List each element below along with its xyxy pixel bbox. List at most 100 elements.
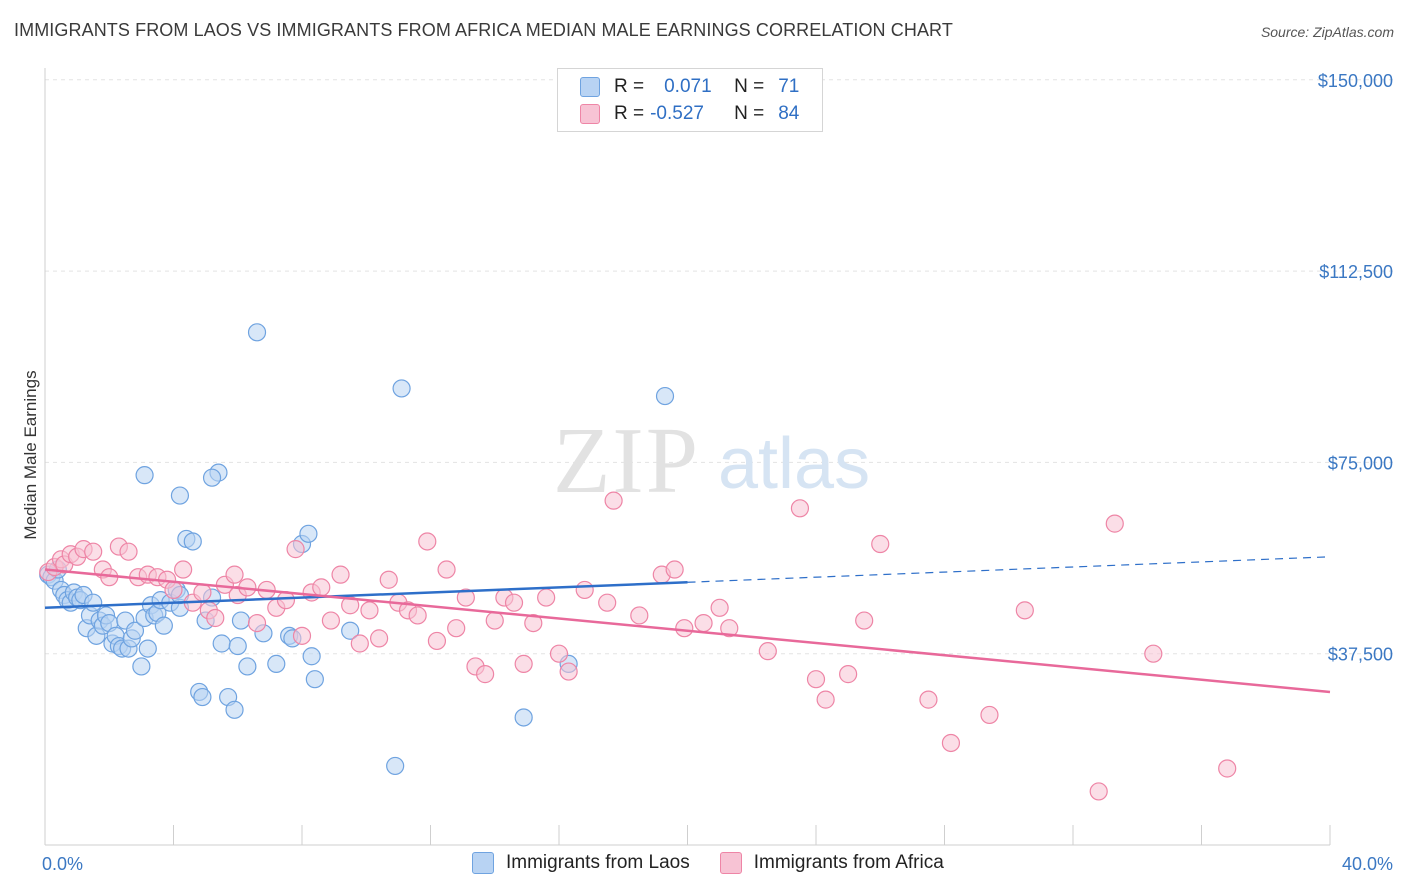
africa-point-77 — [941, 733, 961, 753]
africa-point-60 — [598, 593, 617, 612]
africa-point-72 — [816, 690, 835, 709]
laos-point-69 — [228, 636, 247, 656]
laos-n-value: 71 — [778, 76, 800, 97]
africa-point-59 — [575, 580, 594, 600]
laos-point-65 — [135, 466, 154, 485]
africa-point-44 — [418, 532, 437, 551]
africa-point-38 — [360, 601, 379, 620]
stats-legend: R = 0.071 N = 71 R = -0.527 N = 84 — [557, 68, 823, 132]
x-tick-label-1: 40.0% — [1342, 854, 1393, 874]
africa-point-70 — [790, 499, 810, 518]
laos-point-40 — [183, 532, 202, 551]
y-tick-label-0: $37,500 — [1328, 645, 1393, 665]
laos-trend-extension — [687, 556, 1331, 583]
watermark-zip: ZIP — [553, 409, 700, 513]
africa-point-37 — [350, 634, 369, 653]
africa-point-69 — [758, 642, 777, 661]
africa-point-61 — [604, 491, 623, 510]
africa-point-33 — [312, 578, 331, 597]
africa-point-83 — [1218, 759, 1237, 778]
laos-point-28 — [132, 657, 151, 676]
laos-point-58 — [302, 647, 321, 666]
africa-point-17 — [174, 560, 193, 579]
africa-point-7 — [84, 542, 103, 561]
africa-point-30 — [286, 540, 305, 559]
africa-point-75 — [871, 534, 890, 554]
africa-point-46 — [437, 560, 456, 579]
watermark-atlas: atlas — [718, 424, 870, 504]
africa-point-34 — [321, 611, 341, 630]
laos-r-label: R = — [614, 76, 645, 97]
africa-point-67 — [710, 598, 729, 617]
africa-point-57 — [549, 644, 569, 663]
africa-point-62 — [630, 606, 649, 625]
africa-point-76 — [919, 690, 938, 709]
africa-point-54 — [514, 654, 533, 674]
africa-point-82 — [1144, 644, 1163, 663]
laos-point-70 — [305, 670, 324, 689]
africa-point-11 — [119, 542, 138, 561]
gridlines — [45, 79, 1395, 655]
laos-r-value: 0.071 — [664, 76, 712, 97]
axes — [44, 68, 1331, 846]
africa-swatch — [580, 104, 600, 124]
africa-point-55 — [524, 613, 543, 633]
laos-point-53 — [267, 654, 286, 674]
laos-point-60 — [386, 756, 405, 776]
africa-point-51 — [485, 611, 504, 630]
laos-point-48 — [225, 700, 244, 719]
legend-africa-label: Immigrants from Africa — [753, 852, 944, 873]
legend-africa-swatch — [719, 852, 742, 874]
africa-n-label: N = — [734, 103, 765, 124]
laos-point-66 — [170, 486, 190, 505]
africa-points — [39, 491, 1237, 801]
africa-point-53 — [504, 593, 524, 612]
series-legend: Immigrants from Laos Immigrants from Afr… — [472, 852, 974, 874]
africa-point-23 — [225, 565, 244, 584]
africa-point-43 — [408, 606, 427, 625]
legend-laos-swatch — [472, 852, 494, 874]
trend-lines — [44, 556, 1331, 694]
laos-n-label: N = — [734, 76, 765, 97]
africa-point-66 — [694, 613, 713, 633]
laos-point-57 — [299, 524, 318, 543]
y-axis-label: Median Male Earnings — [21, 370, 40, 539]
legend-laos-label: Immigrants from Laos — [506, 852, 690, 873]
africa-point-48 — [456, 588, 475, 607]
laos-point-50 — [238, 657, 257, 676]
legend-item-laos: Immigrants from Laos — [472, 852, 690, 874]
y-tick-label-1: $75,000 — [1328, 453, 1393, 473]
africa-point-71 — [806, 670, 826, 689]
laos-point-14 — [84, 593, 103, 612]
africa-point-45 — [427, 631, 447, 651]
africa-point-78 — [980, 705, 999, 725]
africa-point-58 — [559, 662, 578, 681]
laos-point-51 — [247, 323, 267, 342]
laos-point-42 — [193, 687, 212, 707]
chart-title: IMMIGRANTS FROM LAOS VS IMMIGRANTS FROM … — [14, 20, 953, 40]
legend-item-africa: Immigrants from Africa — [719, 852, 944, 874]
source-credit: Source: ZipAtlas.com — [1260, 24, 1394, 40]
africa-point-31 — [292, 626, 312, 645]
laos-trend-line — [44, 581, 688, 610]
laos-point-61 — [392, 379, 411, 398]
africa-point-65 — [675, 619, 694, 638]
laos-point-49 — [231, 611, 251, 630]
legend-row-africa: R = -0.527 N = 84 — [580, 102, 799, 126]
africa-point-39 — [370, 629, 389, 648]
x-tick-labels: 0.0% 40.0% — [42, 854, 1393, 874]
laos-point-27 — [125, 621, 145, 640]
africa-point-35 — [331, 565, 350, 584]
africa-point-80 — [1089, 782, 1108, 801]
legend-row-laos: R = 0.071 N = 71 — [580, 75, 799, 99]
laos-point-64 — [655, 386, 675, 406]
africa-point-64 — [665, 560, 684, 579]
africa-point-68 — [720, 619, 739, 638]
laos-point-62 — [514, 708, 533, 727]
africa-point-26 — [247, 613, 267, 633]
africa-point-74 — [855, 611, 874, 630]
y-tick-label-3: $150,000 — [1318, 71, 1393, 91]
africa-point-56 — [537, 588, 556, 607]
laos-swatch — [580, 77, 600, 97]
